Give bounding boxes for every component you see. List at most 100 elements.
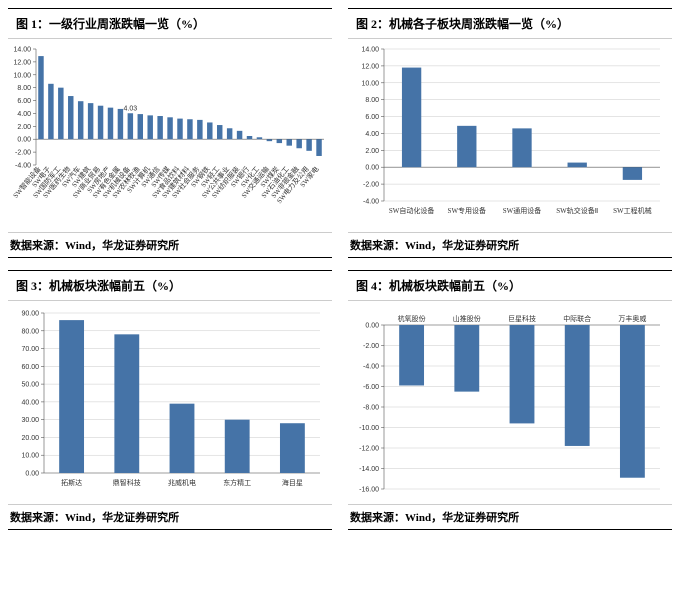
chart-1-svg: -4.00-2.000.002.004.006.008.0010.0012.00… — [8, 43, 328, 223]
svg-text:-2.00: -2.00 — [15, 150, 31, 157]
bar — [454, 325, 479, 392]
svg-text:SW专用设备: SW专用设备 — [448, 206, 487, 215]
bar — [78, 101, 83, 139]
bar — [58, 88, 63, 140]
svg-text:14.00: 14.00 — [361, 47, 379, 54]
svg-text:SW轨交设备Ⅱ: SW轨交设备Ⅱ — [556, 206, 598, 215]
bar — [227, 128, 232, 139]
svg-text:80.00: 80.00 — [21, 328, 39, 335]
panel-3: 图 3：机械板块涨幅前五（%） 0.0010.0020.0030.0040.00… — [8, 270, 332, 530]
bar — [114, 334, 139, 473]
chart-4-source: 数据来源：Wind，华龙证券研究所 — [348, 504, 672, 530]
svg-text:东方精工: 东方精工 — [223, 478, 251, 487]
bar — [306, 139, 311, 151]
svg-text:杭氧股份: 杭氧股份 — [398, 314, 426, 323]
bar — [177, 119, 182, 140]
chart-1-area: -4.00-2.000.002.004.006.008.0010.0012.00… — [8, 38, 332, 228]
bar — [138, 114, 143, 139]
bar — [457, 126, 476, 167]
bar — [512, 128, 531, 167]
chart-4-area: -16.00-14.00-12.00-10.00-8.00-6.00-4.00-… — [348, 300, 672, 500]
svg-text:8.00: 8.00 — [17, 85, 31, 92]
svg-text:12.00: 12.00 — [361, 63, 379, 70]
chart-2-area: -4.00-2.000.002.004.006.008.0010.0012.00… — [348, 38, 672, 228]
svg-text:-8.00: -8.00 — [363, 405, 379, 412]
svg-text:-4.00: -4.00 — [15, 163, 31, 170]
bar — [98, 106, 103, 140]
bar — [225, 420, 250, 473]
bar — [187, 119, 192, 139]
bar — [217, 125, 222, 139]
chart-4-svg: -16.00-14.00-12.00-10.00-8.00-6.00-4.00-… — [348, 305, 668, 495]
svg-text:海目星: 海目星 — [282, 478, 303, 487]
svg-text:-12.00: -12.00 — [359, 446, 379, 453]
svg-text:-2.00: -2.00 — [363, 343, 379, 350]
svg-text:0.00: 0.00 — [25, 471, 39, 478]
bar — [48, 84, 53, 139]
svg-text:SW工程机械: SW工程机械 — [613, 206, 652, 215]
svg-text:-6.00: -6.00 — [363, 384, 379, 391]
svg-text:-4.00: -4.00 — [363, 199, 379, 206]
chart-grid: 图 1：一级行业周涨跌幅一览（%） -4.00 -2.00 0.00 2.00 4.00… — [8, 8, 672, 530]
bar — [197, 120, 202, 139]
bar — [147, 115, 152, 139]
chart-3-title: 图 3：机械板块涨幅前五（%） — [8, 270, 332, 300]
svg-text:0.00: 0.00 — [17, 137, 31, 144]
bar — [316, 139, 321, 156]
svg-text:30.00: 30.00 — [21, 417, 39, 424]
svg-text:中际联合: 中际联合 — [563, 314, 591, 323]
chart-4-title: 图 4：机械板块跌幅前五（%） — [348, 270, 672, 300]
chart-2-source: 数据来源：Wind，华龙证券研究所 — [348, 232, 672, 258]
bar — [207, 122, 212, 139]
bar — [510, 325, 535, 423]
chart-3-source: 数据来源：Wind，华龙证券研究所 — [8, 504, 332, 530]
bar — [402, 68, 421, 168]
svg-text:4.00: 4.00 — [17, 111, 31, 118]
svg-text:-2.00: -2.00 — [363, 182, 379, 189]
bar — [267, 139, 272, 141]
svg-text:6.00: 6.00 — [17, 98, 31, 105]
bar — [88, 103, 93, 139]
panel-1: 图 1：一级行业周涨跌幅一览（%） -4.00 -2.00 0.00 2.00 4.00… — [8, 8, 332, 258]
bar — [170, 404, 195, 473]
bar — [287, 139, 292, 145]
svg-text:2.00: 2.00 — [365, 148, 379, 155]
bar — [568, 163, 587, 168]
svg-text:山推股份: 山推股份 — [453, 314, 481, 323]
svg-text:SW通用设备: SW通用设备 — [503, 206, 542, 215]
svg-text:12.00: 12.00 — [13, 59, 31, 66]
svg-text:20.00: 20.00 — [21, 435, 39, 442]
svg-text:拓斯达: 拓斯达 — [61, 478, 82, 487]
svg-text:4.00: 4.00 — [365, 131, 379, 138]
svg-text:0.00: 0.00 — [365, 323, 379, 330]
bar — [623, 167, 642, 180]
bar — [59, 320, 84, 473]
bar — [167, 117, 172, 139]
chart-3-area: 0.0010.0020.0030.0040.0050.0060.0070.008… — [8, 300, 332, 500]
bar — [68, 96, 73, 139]
svg-text:4.03: 4.03 — [124, 105, 138, 112]
svg-text:-4.00: -4.00 — [363, 364, 379, 371]
bar — [620, 325, 645, 478]
svg-text:兆威机电: 兆威机电 — [168, 478, 196, 487]
bar — [565, 325, 590, 446]
svg-text:2.00: 2.00 — [17, 124, 31, 131]
svg-text:10.00: 10.00 — [21, 453, 39, 460]
svg-text:8.00: 8.00 — [365, 97, 379, 104]
chart-1-title: 图 1：一级行业周涨跌幅一览（%） — [8, 8, 332, 38]
bar — [257, 137, 262, 139]
svg-text:70.00: 70.00 — [21, 346, 39, 353]
bar — [237, 131, 242, 139]
svg-text:50.00: 50.00 — [21, 382, 39, 389]
svg-text:-16.00: -16.00 — [359, 487, 379, 494]
bar — [280, 423, 305, 473]
bar — [128, 113, 133, 139]
chart-2-title: 图 2：机械各子板块周涨跌幅一览（%） — [348, 8, 672, 38]
chart-2-svg: -4.00-2.000.002.004.006.008.0010.0012.00… — [348, 43, 668, 223]
svg-text:90.00: 90.00 — [21, 311, 39, 318]
bar — [38, 56, 43, 139]
bar — [399, 325, 424, 385]
bar — [296, 139, 301, 148]
svg-text:鼎智科技: 鼎智科技 — [113, 478, 141, 487]
svg-text:14.00: 14.00 — [13, 47, 31, 54]
